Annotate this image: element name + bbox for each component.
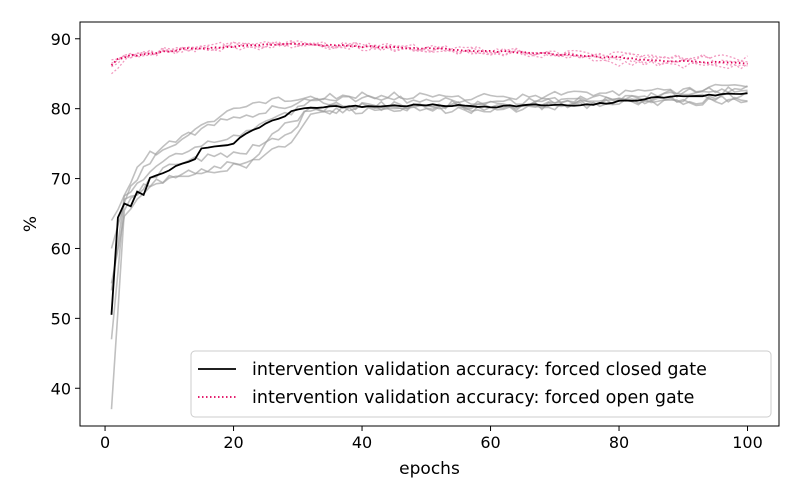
closed-gate-run-line [110,96,748,340]
legend-label-closed-gate: intervention validation accuracy: forced… [252,360,707,380]
x-tick-label: 80 [609,433,629,452]
closed-gate-mean-line [110,92,748,315]
open-gate-run-line [111,39,748,68]
open-gate-mean-line [110,42,748,66]
closed-gate-run-line [110,95,748,284]
y-tick-label: 80 [51,100,71,119]
y-tick-label: 60 [51,239,71,258]
plot-frame [79,21,780,427]
closed-gate-run-line [110,85,748,221]
x-tick-label: 40 [352,433,372,452]
y-tick-label: 90 [51,30,71,49]
legend-label-open-gate: intervention validation accuracy: forced… [252,388,694,408]
legend-box [190,350,772,418]
y-axis-label: % [21,216,41,232]
open-gate-run-line [111,42,748,62]
individual-runs-layer [110,39,749,410]
y-tick-label: 40 [51,379,71,398]
mean-lines-layer [110,42,748,315]
closed-gate-run-line [110,86,748,249]
axis-ticks: 0 20 40 60 80 100 40 50 60 70 80 90 [51,30,763,452]
closed-gate-run-line [110,90,749,291]
y-tick-label: 50 [51,309,71,328]
x-tick-label: 60 [480,433,500,452]
x-tick-label: 20 [223,433,243,452]
legend: intervention validation accuracy: forced… [190,350,772,418]
x-tick-label: 0 [100,433,110,452]
x-axis-label: epochs [399,459,460,479]
y-tick-label: 70 [51,170,71,189]
x-tick-label: 100 [732,433,763,452]
